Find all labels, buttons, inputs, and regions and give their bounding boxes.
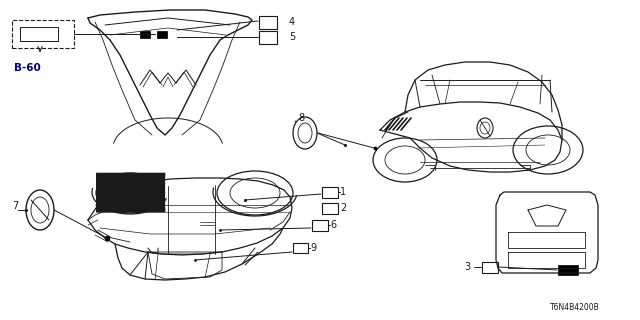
Ellipse shape: [385, 146, 425, 174]
Text: 8: 8: [298, 113, 304, 123]
Ellipse shape: [230, 178, 280, 208]
Bar: [558, 265, 578, 275]
Ellipse shape: [26, 190, 54, 230]
Text: 9: 9: [310, 243, 316, 253]
Ellipse shape: [480, 122, 490, 134]
Ellipse shape: [293, 117, 317, 149]
Ellipse shape: [298, 123, 312, 143]
Ellipse shape: [217, 171, 293, 215]
Text: 5: 5: [289, 32, 295, 42]
Bar: [482, 261, 498, 273]
Bar: [12, 20, 74, 48]
Text: 7: 7: [12, 201, 19, 211]
Ellipse shape: [526, 135, 570, 165]
Ellipse shape: [513, 126, 583, 174]
Bar: [292, 243, 307, 253]
Bar: [20, 27, 58, 41]
Bar: [157, 30, 167, 37]
Ellipse shape: [96, 173, 164, 213]
Ellipse shape: [477, 118, 493, 138]
Bar: [322, 203, 338, 213]
Text: B-60: B-60: [14, 63, 41, 73]
Bar: [259, 30, 277, 44]
Ellipse shape: [108, 180, 152, 206]
Ellipse shape: [373, 138, 437, 182]
Text: 3: 3: [464, 262, 470, 272]
Text: T6N4B4200B: T6N4B4200B: [550, 303, 600, 313]
Bar: [322, 187, 338, 197]
Bar: [312, 220, 328, 230]
Text: 4: 4: [289, 17, 295, 27]
Ellipse shape: [31, 197, 49, 223]
Bar: [259, 15, 277, 28]
Text: 1: 1: [340, 187, 346, 197]
Text: 2: 2: [340, 203, 346, 213]
Bar: [140, 30, 150, 37]
Text: 6: 6: [330, 220, 336, 230]
